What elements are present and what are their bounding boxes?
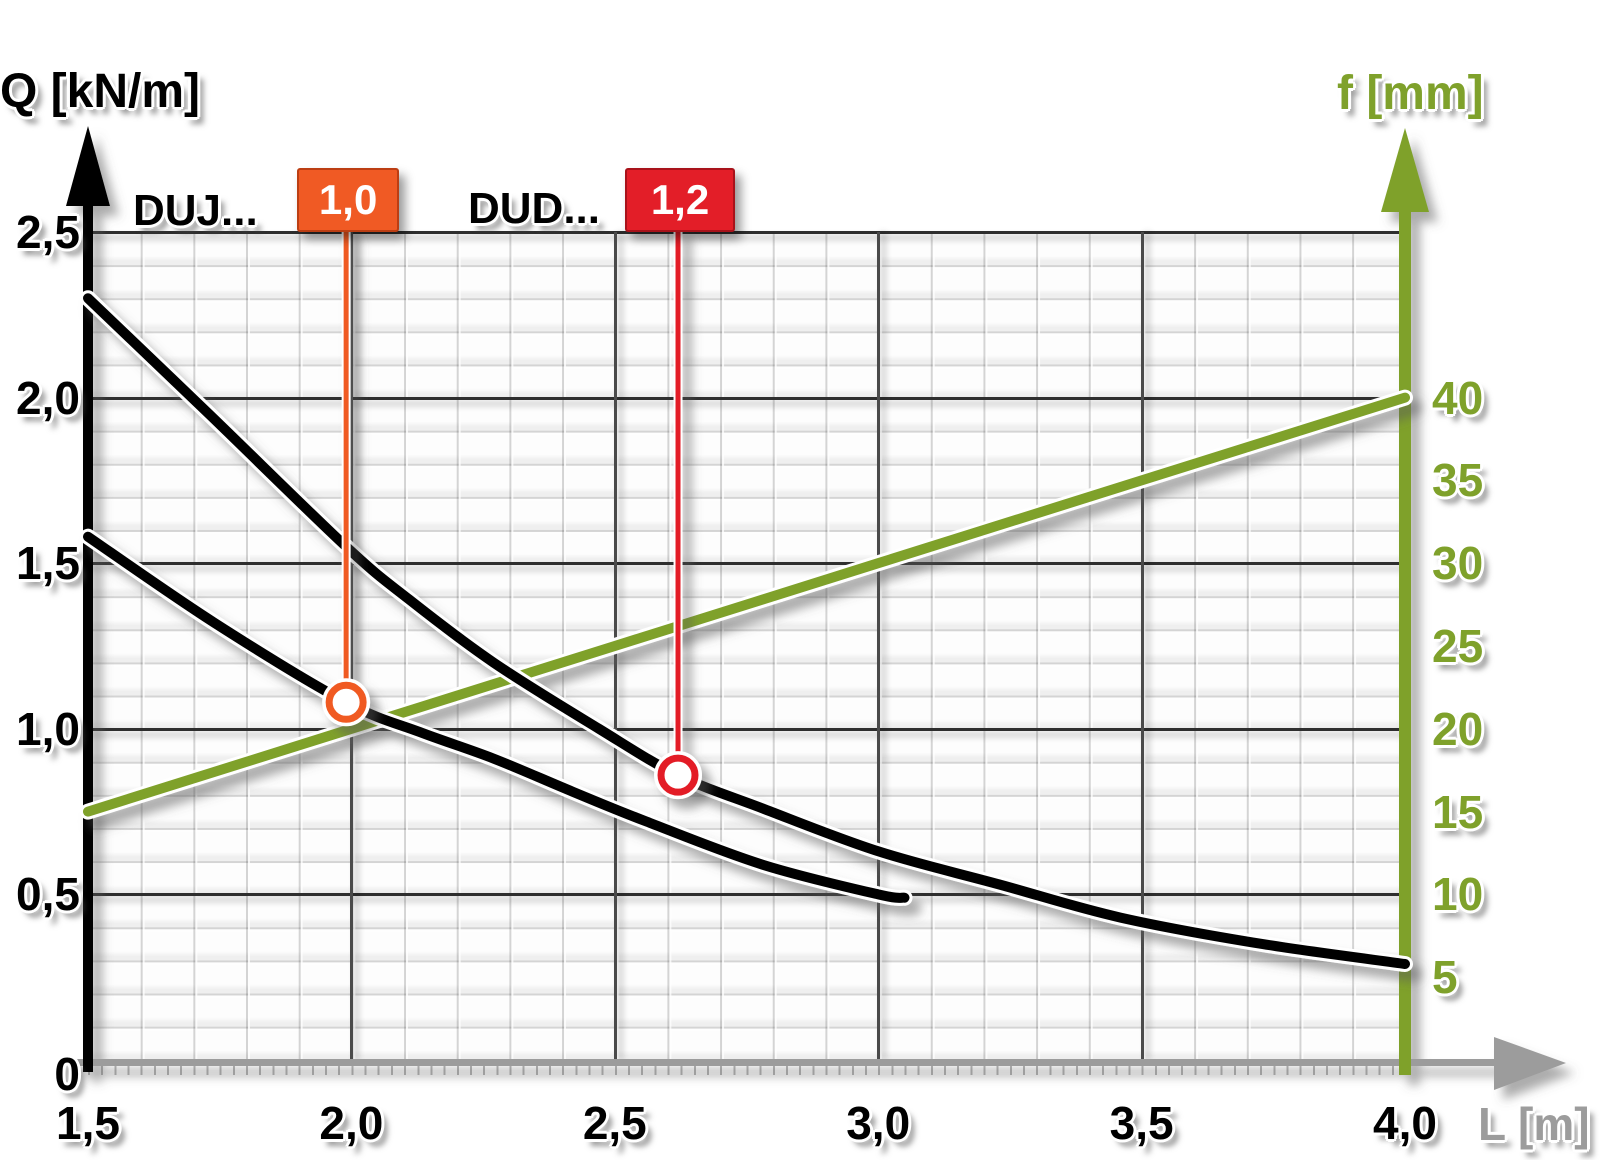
x-tick-label: 3,0 bbox=[846, 1097, 911, 1149]
marker-circle bbox=[325, 681, 367, 723]
y-axis-arrow-icon bbox=[66, 126, 110, 206]
y-axis-line bbox=[83, 175, 93, 1072]
marker-badge-duj: 1,0 bbox=[297, 168, 400, 232]
marker-circle-halo bbox=[654, 751, 703, 800]
x-axis-title: L [m] bbox=[1478, 1098, 1590, 1150]
major-gridline-vertical bbox=[350, 232, 354, 1060]
series-label-duj: DUJ... bbox=[133, 186, 258, 235]
major-gridline-horizontal bbox=[88, 893, 1405, 897]
f-tick-label: 10 bbox=[1432, 868, 1484, 921]
major-gridline-horizontal bbox=[88, 727, 1405, 731]
curve-f bbox=[83, 392, 1410, 817]
f-tick-label: 40 bbox=[1432, 371, 1484, 424]
f-tick-label: 35 bbox=[1432, 454, 1484, 507]
series-label-dud: DUD... bbox=[468, 184, 600, 233]
major-gridline-horizontal bbox=[88, 562, 1405, 566]
f-tick-label: 20 bbox=[1432, 702, 1484, 755]
major-gridline-vertical bbox=[877, 232, 881, 1060]
left-axis-title: Q [kN/m] bbox=[0, 65, 201, 118]
x-tick-label: 2,0 bbox=[319, 1097, 384, 1149]
marker-circle bbox=[657, 754, 699, 796]
major-gridline-horizontal bbox=[88, 231, 1405, 234]
q-tick-label: 1,5 bbox=[16, 537, 80, 590]
x-tick-label: 1,5 bbox=[56, 1097, 120, 1149]
x-tick-label: 3,5 bbox=[1109, 1097, 1174, 1149]
major-gridline-horizontal bbox=[88, 396, 1405, 400]
q-tick-label: 2,0 bbox=[16, 371, 80, 424]
x-tick-label: 4,0 bbox=[1373, 1097, 1437, 1149]
major-gridline-vertical bbox=[1140, 232, 1144, 1060]
q-tick-label: 2,5 bbox=[16, 206, 80, 258]
curve-DUJ... bbox=[83, 531, 910, 903]
f-axis-line bbox=[1399, 172, 1411, 1075]
x-axis-ruler-ticks bbox=[88, 1066, 1405, 1075]
x-tick-label: 2,5 bbox=[582, 1097, 647, 1149]
q-tick-label: 1,0 bbox=[16, 702, 80, 755]
x-axis-arrow-icon bbox=[1494, 1037, 1566, 1090]
f-axis-arrow-icon bbox=[1381, 128, 1429, 212]
right-axis-title: f [mm] bbox=[1337, 67, 1484, 120]
f-tick-label: 30 bbox=[1432, 537, 1484, 590]
marker-badge-dud: 1,2 bbox=[625, 168, 736, 232]
marker-circle-halo bbox=[322, 678, 371, 727]
q-tick-label: 0 bbox=[54, 1048, 80, 1100]
f-tick-label: 25 bbox=[1432, 620, 1484, 672]
x-axis-line bbox=[72, 1059, 1500, 1066]
f-tick-label: 15 bbox=[1432, 785, 1484, 838]
q-tick-label: 0,5 bbox=[16, 868, 80, 921]
f-tick-label: 5 bbox=[1432, 951, 1458, 1004]
plot-grid bbox=[88, 231, 1405, 1060]
